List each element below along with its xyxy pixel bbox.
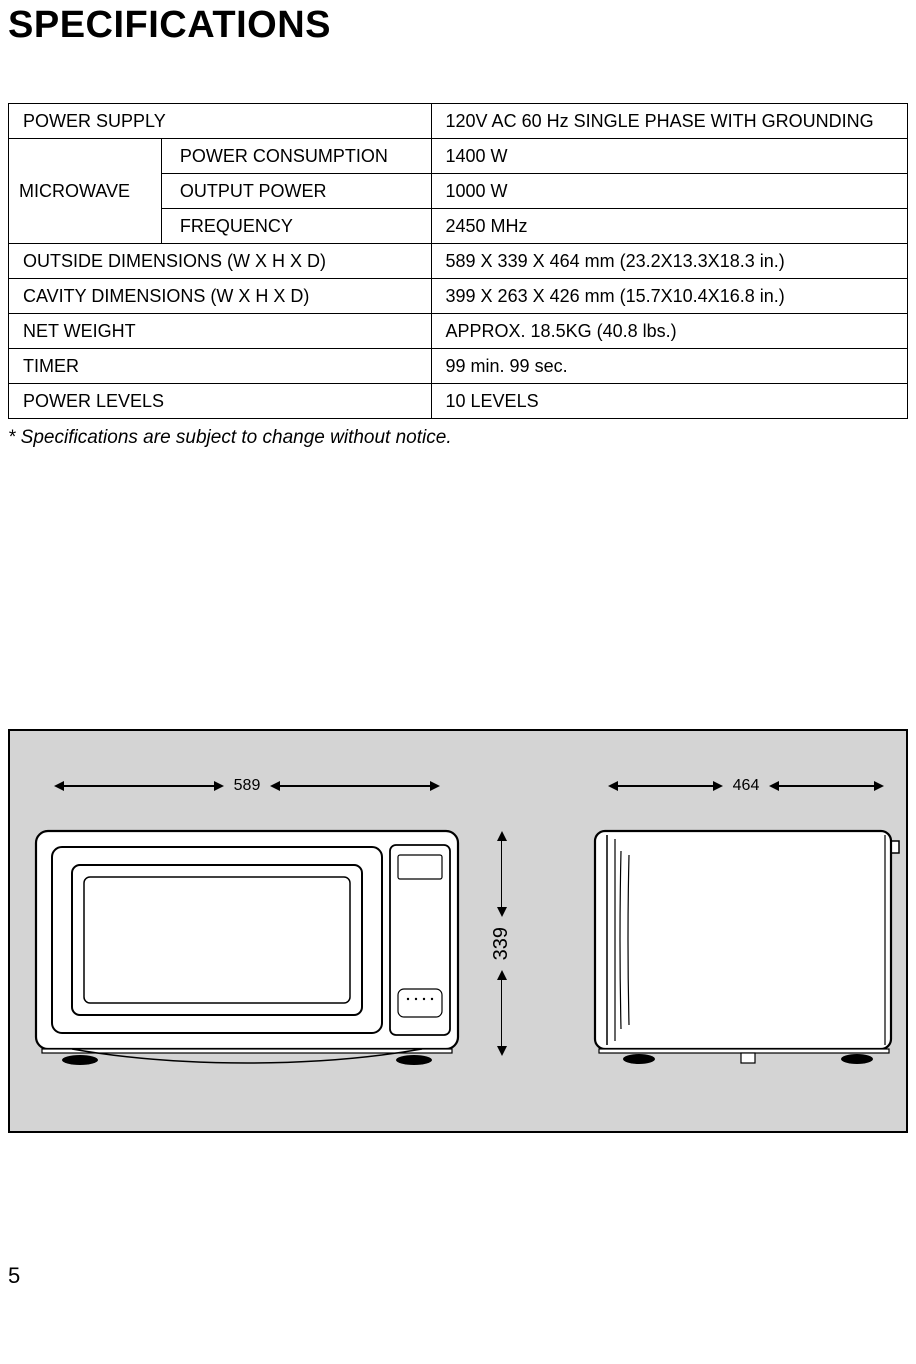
spec-value: APPROX. 18.5KG (40.8 lbs.)	[431, 314, 907, 349]
specifications-table: POWER SUPPLY120V AC 60 Hz SINGLE PHASE W…	[8, 103, 908, 419]
table-row: OUTSIDE DIMENSIONS (W X H X D)589 X 339 …	[9, 244, 908, 279]
spec-value: 1400 W	[431, 139, 907, 174]
spec-group-label: MICROWAVE	[9, 139, 162, 244]
spec-label: POWER LEVELS	[9, 384, 432, 419]
spec-value: 589 X 339 X 464 mm (23.2X13.3X18.3 in.)	[431, 244, 907, 279]
table-row: POWER LEVELS10 LEVELS	[9, 384, 908, 419]
spec-value: 2450 MHz	[431, 209, 907, 244]
table-row: TIMER99 min. 99 sec.	[9, 349, 908, 384]
depth-dimension-label: 464	[733, 777, 760, 795]
table-row: MICROWAVEPOWER CONSUMPTION1400 W	[9, 139, 908, 174]
spec-label: TIMER	[9, 349, 432, 384]
footnote: * Specifications are subject to change w…	[8, 427, 908, 449]
page-title: SPECIFICATIONS	[8, 4, 908, 47]
side-view-section: 464	[591, 777, 901, 1067]
width-dimension-label: 589	[234, 777, 261, 795]
table-row: CAVITY DIMENSIONS (W X H X D)399 X 263 X…	[9, 279, 908, 314]
spec-value: 399 X 263 X 426 mm (15.7X10.4X16.8 in.)	[431, 279, 907, 314]
spec-value: 1000 W	[431, 174, 907, 209]
front-view-section: 589	[32, 777, 462, 1067]
spec-label: NET WEIGHT	[9, 314, 432, 349]
height-dimension-label: 339	[490, 927, 513, 960]
microwave-side-view	[591, 827, 901, 1067]
height-dimension: 339	[490, 827, 513, 1067]
spec-value: 120V AC 60 Hz SINGLE PHASE WITH GROUNDIN…	[431, 104, 907, 139]
page-number: 5	[8, 1263, 908, 1289]
dimension-diagram: 589	[8, 729, 908, 1133]
spec-sublabel: POWER CONSUMPTION	[161, 139, 431, 174]
spec-sublabel: FREQUENCY	[161, 209, 431, 244]
spec-label: OUTSIDE DIMENSIONS (W X H X D)	[9, 244, 432, 279]
spec-sublabel: OUTPUT POWER	[161, 174, 431, 209]
spec-label: POWER SUPPLY	[9, 104, 432, 139]
microwave-front-view	[32, 827, 462, 1067]
spec-value: 10 LEVELS	[431, 384, 907, 419]
spec-label: CAVITY DIMENSIONS (W X H X D)	[9, 279, 432, 314]
spec-value: 99 min. 99 sec.	[431, 349, 907, 384]
table-row: POWER SUPPLY120V AC 60 Hz SINGLE PHASE W…	[9, 104, 908, 139]
table-row: NET WEIGHTAPPROX. 18.5KG (40.8 lbs.)	[9, 314, 908, 349]
